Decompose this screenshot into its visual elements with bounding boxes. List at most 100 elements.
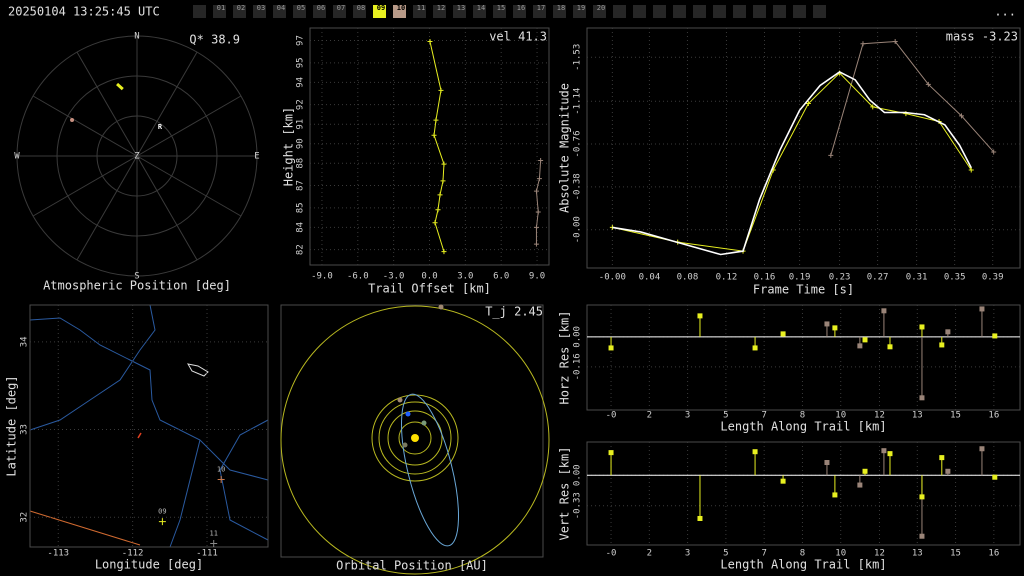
station-label[interactable]: 19 bbox=[577, 4, 585, 12]
station-label[interactable]: 14 bbox=[477, 4, 485, 12]
x-tick-label: 0.31 bbox=[906, 273, 928, 283]
x-tick-label: 13 bbox=[912, 549, 923, 559]
x-tick-label: 16 bbox=[988, 549, 999, 559]
station-label[interactable]: 13 bbox=[457, 4, 465, 12]
annotation: T_j 2.45 bbox=[485, 305, 543, 319]
x-tick-label: -112 bbox=[122, 549, 144, 559]
x-axis-label: Trail Offset [km] bbox=[368, 282, 491, 296]
station-label[interactable]: 11 bbox=[417, 4, 425, 12]
point-marker bbox=[538, 157, 544, 163]
x-tick-label: 0.27 bbox=[867, 273, 889, 283]
map-features bbox=[29, 304, 269, 548]
direction-label: W bbox=[14, 152, 20, 162]
planet bbox=[405, 411, 411, 417]
plot-frame bbox=[309, 27, 550, 266]
x-tick-label: 0.08 bbox=[677, 273, 699, 283]
station-label[interactable]: 07 bbox=[337, 4, 345, 12]
station-box bbox=[753, 5, 766, 18]
station-label[interactable]: 15 bbox=[497, 4, 505, 12]
station-label[interactable]: 18 bbox=[557, 4, 565, 12]
x-axis-label: Length Along Trail [km] bbox=[720, 558, 886, 572]
series-line bbox=[612, 72, 972, 252]
outer-orbit bbox=[280, 305, 550, 575]
x-tick-label: 15 bbox=[950, 411, 961, 421]
station-box bbox=[533, 5, 546, 18]
station-label[interactable]: 08 bbox=[357, 4, 365, 12]
x-tick-label: 3 bbox=[685, 549, 690, 559]
station-label[interactable]: 09 bbox=[377, 4, 385, 12]
y-tick-label: 82 bbox=[296, 244, 306, 255]
residual-point bbox=[697, 515, 703, 521]
residual-point bbox=[979, 306, 985, 312]
residual-point bbox=[824, 460, 830, 466]
sun bbox=[411, 434, 419, 442]
planet bbox=[402, 442, 408, 448]
spoke bbox=[136, 155, 242, 217]
residual-point bbox=[857, 343, 863, 349]
timestamp: 20250104 13:25:45 UTC bbox=[8, 5, 160, 19]
x-tick-label: -0.00 bbox=[599, 273, 626, 283]
y-tick-label: 85 bbox=[296, 202, 306, 213]
planet bbox=[438, 304, 444, 310]
station-box bbox=[653, 5, 666, 18]
plot-frame bbox=[280, 304, 544, 558]
point-marker bbox=[991, 149, 997, 155]
x-tick-label: 9.0 bbox=[529, 272, 545, 282]
lake-outline bbox=[187, 363, 209, 377]
station-label[interactable]: 01 bbox=[217, 4, 225, 12]
station-box bbox=[453, 5, 466, 18]
spoke bbox=[76, 155, 138, 261]
station-label[interactable]: 12 bbox=[437, 4, 445, 12]
x-tick-label: 8 bbox=[800, 411, 805, 421]
x-tick-label: 0.19 bbox=[789, 273, 811, 283]
station-box bbox=[213, 5, 226, 18]
y-tick-label: -0.76 bbox=[573, 131, 583, 158]
station-label: 11 bbox=[209, 529, 217, 537]
x-axis-label: Length Along Trail [km] bbox=[720, 420, 886, 434]
meteoroid-orbit bbox=[401, 393, 459, 547]
y-tick-label: 0.00 bbox=[573, 464, 583, 486]
station-box bbox=[593, 5, 606, 18]
x-tick-label: 10 bbox=[835, 549, 846, 559]
point-marker bbox=[860, 41, 866, 47]
station-label[interactable]: 04 bbox=[277, 4, 285, 12]
y-tick-label: -1.53 bbox=[573, 44, 583, 71]
station-label[interactable]: 16 bbox=[517, 4, 525, 12]
planet-orbit bbox=[378, 401, 452, 475]
station-box bbox=[473, 5, 486, 18]
x-tick-label: -111 bbox=[196, 549, 218, 559]
y-tick-label: -0.00 bbox=[573, 216, 583, 243]
station-label[interactable]: 06 bbox=[317, 4, 325, 12]
residual-point bbox=[608, 450, 614, 456]
menu-button[interactable]: ... bbox=[994, 5, 1016, 19]
residual-point bbox=[992, 474, 998, 480]
spoke bbox=[136, 95, 242, 157]
x-tick-label: 10 bbox=[835, 411, 846, 421]
y-tick-label: 33 bbox=[20, 424, 30, 435]
station-label[interactable]: 03 bbox=[257, 4, 265, 12]
x-tick-label: 0.12 bbox=[716, 273, 738, 283]
series-line bbox=[830, 41, 995, 156]
residual-point bbox=[752, 449, 758, 455]
series-line bbox=[429, 41, 445, 252]
station-label[interactable]: 17 bbox=[537, 4, 545, 12]
plot-frame bbox=[29, 304, 269, 548]
station-box bbox=[373, 5, 386, 18]
station-label[interactable]: 10 bbox=[397, 4, 405, 12]
residual-point bbox=[979, 446, 985, 452]
point-marker bbox=[441, 161, 447, 167]
station-label[interactable]: 05 bbox=[297, 4, 305, 12]
y-tick-label: 94 bbox=[296, 77, 306, 88]
station-box bbox=[273, 5, 286, 18]
station-label[interactable]: 02 bbox=[237, 4, 245, 12]
x-tick-label: 13 bbox=[912, 411, 923, 421]
station-box bbox=[813, 5, 826, 18]
point-marker bbox=[536, 176, 542, 182]
residual-point bbox=[945, 329, 951, 335]
station-label[interactable]: 20 bbox=[597, 4, 605, 12]
zenith-label: Z bbox=[134, 152, 140, 162]
spoke bbox=[136, 155, 198, 261]
chart-title: Orbital Position [AU] bbox=[336, 559, 488, 573]
station-box bbox=[693, 5, 706, 18]
planet bbox=[397, 397, 403, 403]
